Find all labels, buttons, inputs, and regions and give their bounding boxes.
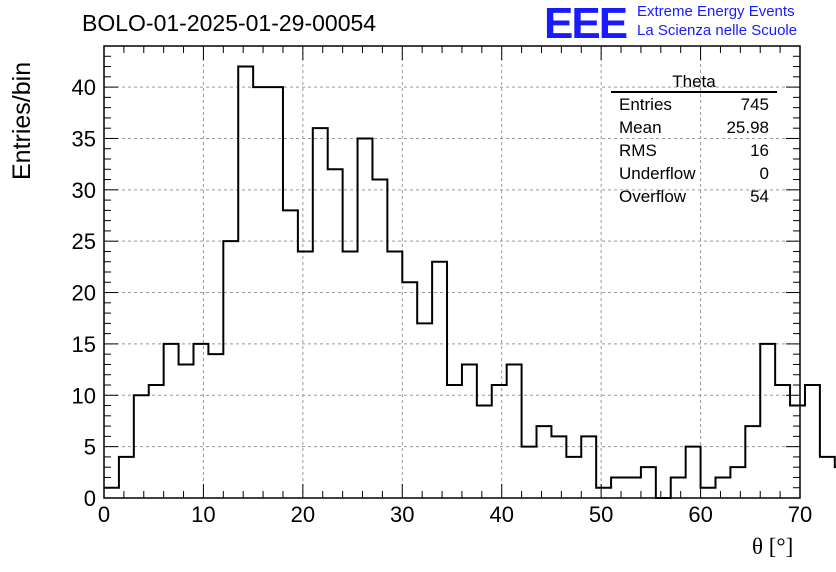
x-tick-label: 70	[788, 502, 812, 527]
x-axis-label: θ [°]	[752, 534, 794, 559]
stats-value: 16	[750, 141, 769, 160]
y-tick-label: 20	[72, 281, 96, 306]
y-tick-label: 0	[84, 486, 96, 511]
y-tick-label: 25	[72, 229, 96, 254]
y-tick-label: 40	[72, 75, 96, 100]
stats-row-mean: Mean 25.98	[611, 116, 777, 139]
y-tick-label: 10	[72, 383, 96, 408]
stats-value: 54	[750, 187, 769, 206]
y-tick-label: 15	[72, 332, 96, 357]
stats-box-title: Theta	[611, 73, 777, 93]
y-tick-label: 30	[72, 178, 96, 203]
histogram-series	[104, 65, 836, 499]
logo-line-2: La Scienza nelle Scuole	[637, 22, 798, 39]
stats-label: Mean	[619, 118, 662, 137]
stats-value: 25.98	[726, 118, 769, 137]
stats-label: Underflow	[619, 164, 696, 183]
chart-title: BOLO-01-2025-01-29-00054	[82, 10, 377, 36]
logo-caption: Extreme Energy Events La Scienza nelle S…	[637, 2, 797, 40]
stats-row-entries: Entries 745	[611, 93, 777, 116]
stats-value: 0	[759, 164, 769, 183]
x-tick-label: 30	[390, 502, 414, 527]
stats-row-overflow: Overflow 54	[611, 185, 777, 208]
stats-label: Entries	[619, 95, 672, 114]
stats-label: Overflow	[619, 187, 687, 206]
stats-label: RMS	[619, 141, 657, 160]
eee-logo: EEE	[544, 0, 628, 48]
stats-row-rms: RMS 16	[611, 139, 777, 162]
stats-value: 745	[740, 95, 769, 114]
stats-row-underflow: Underflow 0	[611, 162, 777, 185]
x-tick-label: 20	[291, 502, 315, 527]
x-tick-label: 50	[589, 502, 613, 527]
x-tick-label: 10	[191, 502, 215, 527]
axis-ticks: 0 10 20 30 40 50 60 70 0 5 10 15 20 25 30 35 40	[72, 45, 812, 527]
x-tick-label: 40	[489, 502, 513, 527]
x-tick-label: 60	[688, 502, 712, 527]
stats-box: Theta Entries 745 Mean 25.98 RMS 16 Unde…	[611, 73, 777, 208]
x-tick-label: 0	[98, 502, 110, 527]
y-tick-label: 5	[84, 435, 96, 460]
grid-lines	[104, 46, 800, 498]
y-axis-label: Entries/bin	[8, 61, 36, 180]
logo-line-1: Extreme Energy Events	[637, 3, 795, 20]
y-tick-label: 35	[72, 126, 96, 151]
